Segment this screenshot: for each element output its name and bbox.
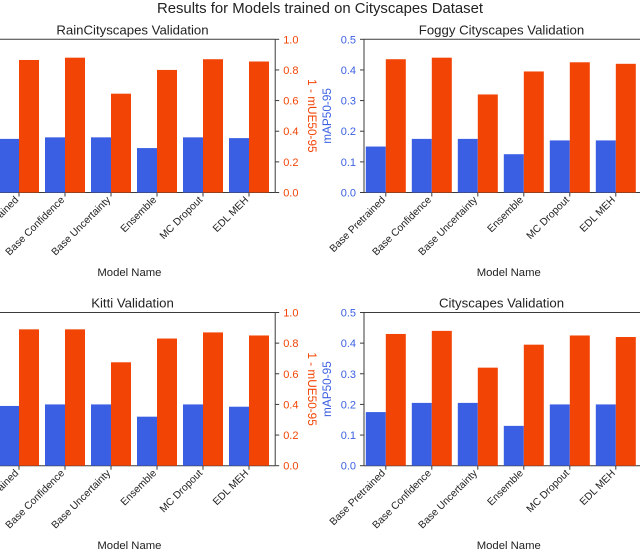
svg-text:0.0: 0.0 bbox=[341, 188, 356, 200]
svg-text:0.2: 0.2 bbox=[341, 126, 356, 138]
svg-text:Model Name: Model Name bbox=[97, 540, 161, 552]
svg-text:0.5: 0.5 bbox=[341, 308, 356, 320]
svg-text:1 - mUE50-95: 1 - mUE50-95 bbox=[305, 79, 319, 153]
svg-text:Model Name: Model Name bbox=[477, 540, 541, 552]
svg-text:0.0: 0.0 bbox=[283, 188, 298, 200]
svg-text:0.4: 0.4 bbox=[341, 65, 356, 77]
svg-text:Results for Models trained on: Results for Models trained on Cityscapes… bbox=[157, 1, 484, 17]
svg-text:Model Name: Model Name bbox=[97, 267, 161, 279]
svg-text:0.2: 0.2 bbox=[341, 399, 356, 411]
svg-text:0.2: 0.2 bbox=[283, 157, 298, 169]
svg-text:0.1: 0.1 bbox=[341, 157, 356, 169]
svg-text:RainCityscapes Validation: RainCityscapes Validation bbox=[56, 23, 208, 38]
svg-text:0.0: 0.0 bbox=[341, 461, 356, 473]
svg-text:0.3: 0.3 bbox=[341, 369, 356, 381]
svg-text:0.4: 0.4 bbox=[283, 399, 298, 411]
svg-text:1.0: 1.0 bbox=[283, 308, 298, 320]
svg-text:0.5: 0.5 bbox=[341, 34, 356, 46]
svg-text:0.1: 0.1 bbox=[341, 430, 356, 442]
svg-text:Kitti Validation: Kitti Validation bbox=[91, 296, 174, 311]
svg-text:Model Name: Model Name bbox=[477, 267, 541, 279]
svg-text:Foggy Cityscapes Validation: Foggy Cityscapes Validation bbox=[419, 23, 584, 38]
svg-text:0.6: 0.6 bbox=[283, 96, 298, 108]
svg-text:0.3: 0.3 bbox=[341, 96, 356, 108]
svg-text:1.0: 1.0 bbox=[283, 34, 298, 46]
svg-text:0.4: 0.4 bbox=[341, 338, 356, 350]
svg-text:0.4: 0.4 bbox=[283, 126, 298, 138]
svg-text:0.8: 0.8 bbox=[283, 338, 298, 350]
svg-text:0.6: 0.6 bbox=[283, 369, 298, 381]
svg-text:Cityscapes Validation: Cityscapes Validation bbox=[439, 296, 564, 311]
svg-text:0.0: 0.0 bbox=[283, 461, 298, 473]
svg-text:0.8: 0.8 bbox=[283, 65, 298, 77]
svg-text:1 - mUE50-95: 1 - mUE50-95 bbox=[305, 352, 319, 426]
svg-text:mAP50-95: mAP50-95 bbox=[320, 361, 334, 417]
svg-text:mAP50-95: mAP50-95 bbox=[320, 88, 334, 144]
svg-text:0.2: 0.2 bbox=[283, 430, 298, 442]
